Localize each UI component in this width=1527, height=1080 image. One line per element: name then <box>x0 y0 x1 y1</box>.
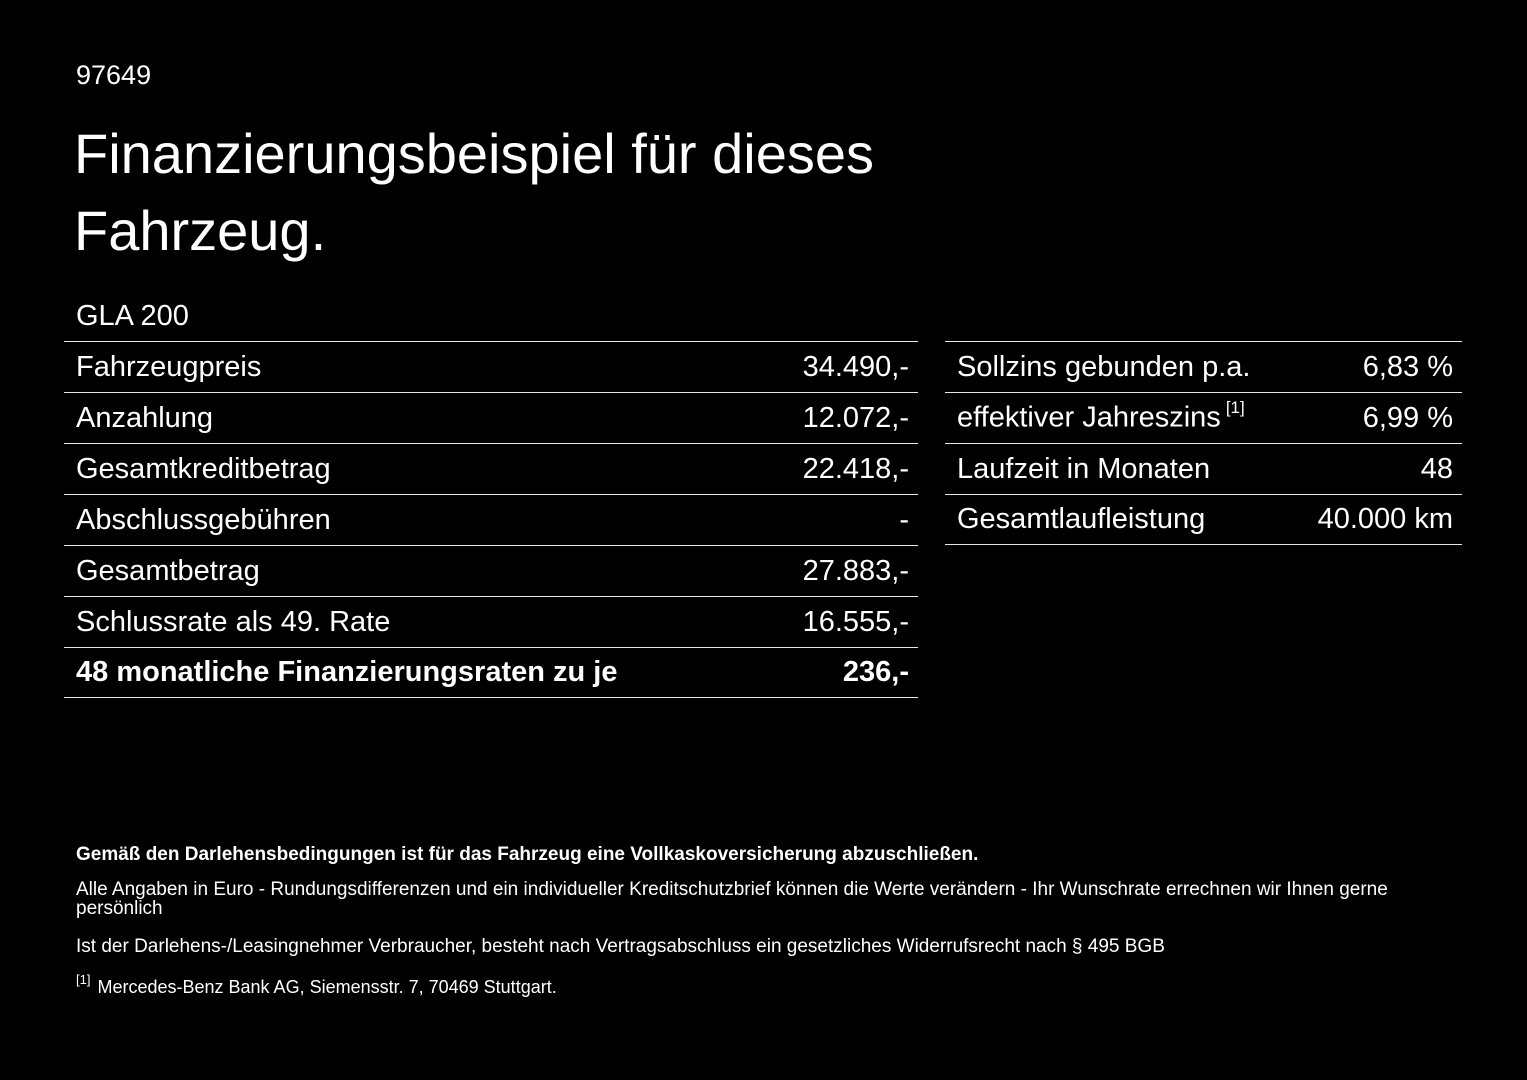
row-label: Sollzins gebunden p.a. <box>957 350 1251 383</box>
row-value: 22.418,- <box>802 452 909 485</box>
table-row: Gesamtbetrag 27.883,- <box>64 545 918 596</box>
disclaimer-line-2: Ist der Darlehens-/Leasingnehmer Verbrau… <box>76 936 1165 957</box>
row-value: 27.883,- <box>802 554 909 587</box>
row-label: Fahrzeugpreis <box>76 350 262 383</box>
row-value: 48 <box>1420 452 1453 485</box>
row-value: 16.555,- <box>802 605 909 638</box>
footnote-reference: [1] <box>1225 398 1245 418</box>
table-row: Schlussrate als 49. Rate 16.555,- <box>64 596 918 647</box>
table-row: Fahrzeugpreis 34.490,- <box>64 341 918 392</box>
row-value: 40.000 km <box>1317 503 1453 535</box>
financing-conditions-table: Sollzins gebunden p.a. 6,83 % effektiver… <box>945 341 1462 545</box>
financing-amounts-table: Fahrzeugpreis 34.490,- Anzahlung 12.072,… <box>64 341 918 698</box>
table-row: Abschlussgebühren - <box>64 494 918 545</box>
row-value: 12.072,- <box>802 401 909 434</box>
row-label: Schlussrate als 49. Rate <box>76 605 391 638</box>
table-row: Sollzins gebunden p.a. 6,83 % <box>945 341 1462 392</box>
row-label: 48 monatliche Finanzierungsraten zu je <box>76 656 618 688</box>
row-label: Laufzeit in Monaten <box>957 452 1211 485</box>
row-label: Gesamtlaufleistung <box>957 503 1206 535</box>
table-row: Gesamtlaufleistung 40.000 km <box>945 494 1462 545</box>
disclaimer-line-1: Alle Angaben in Euro - Rundungsdifferenz… <box>76 879 1388 919</box>
row-label: Gesamtkreditbetrag <box>76 452 331 485</box>
table-row: Laufzeit in Monaten 48 <box>945 443 1462 494</box>
bank-footnote: [1] Mercedes-Benz Bank AG, Siemensstr. 7,… <box>76 972 1456 997</box>
insurance-requirement-note: Gemäß den Darlehensbedingungen ist für d… <box>76 844 979 865</box>
document-id: 97649 <box>76 60 152 90</box>
table-row-monthly-rate: 48 monatliche Finanzierungsraten zu je 2… <box>64 647 918 698</box>
row-label-text: effektiver Jahreszins <box>957 401 1221 434</box>
row-value: 6,99 % <box>1362 401 1453 434</box>
row-value: 6,83 % <box>1362 350 1453 383</box>
row-value: 236,- <box>842 656 909 688</box>
page-title: Finanzierungsbeispiel für dieses Fahrzeu… <box>74 122 874 262</box>
bank-footnote-text: Mercedes-Benz Bank AG, Siemensstr. 7, 70… <box>97 977 557 997</box>
row-label: effektiver Jahreszins [1] <box>945 398 1245 435</box>
row-label: Anzahlung <box>76 401 214 434</box>
row-label: Gesamtbetrag <box>76 554 260 587</box>
row-value: - <box>899 503 909 536</box>
vehicle-model: GLA 200 <box>76 300 189 332</box>
row-value: 34.490,- <box>802 350 909 383</box>
footnote-marker: [1] <box>76 972 91 987</box>
row-label: Abschlussgebühren <box>76 503 331 536</box>
table-row: Anzahlung 12.072,- <box>64 392 918 443</box>
table-row: Gesamtkreditbetrag 22.418,- <box>64 443 918 494</box>
footer-notes: Gemäß den Darlehensbedingungen ist für d… <box>76 845 1456 996</box>
table-row: effektiver Jahreszins [1] 6,99 % <box>945 392 1462 443</box>
